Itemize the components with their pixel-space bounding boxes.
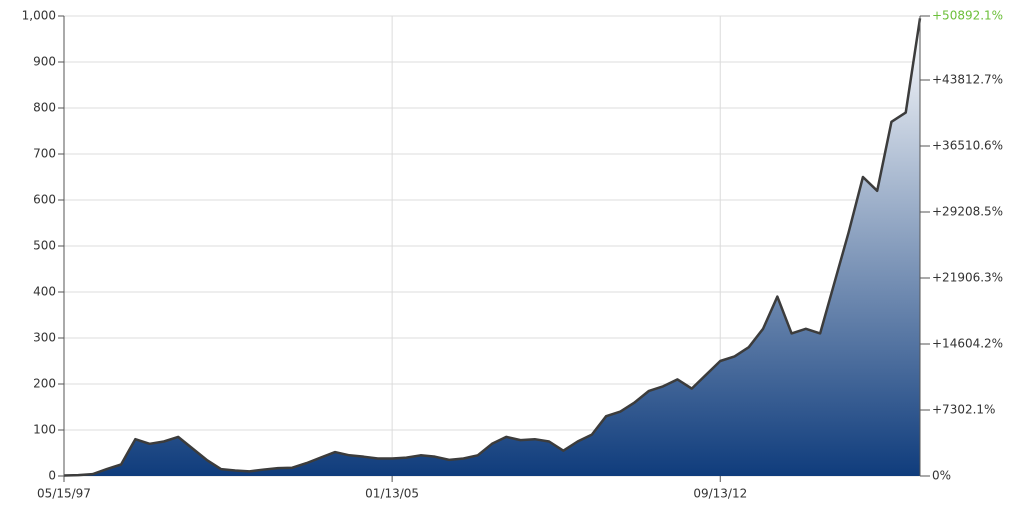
y-tick-label: 300 [33,331,56,345]
area [64,18,920,477]
y2-tick-label: +7302.1% [932,402,995,416]
y2-tick-label: +21906.3% [932,270,1003,284]
y-tick-label: 700 [33,147,56,161]
y-tick-label: 100 [33,423,56,437]
y-tick-label: 800 [33,101,56,115]
y2-tick-label: +36510.6% [932,138,1003,152]
line [63,18,922,477]
x-tick-label: 01/13/05 [365,487,419,501]
y2-tick-label: +43812.7% [932,72,1003,86]
y-tick-label: 900 [33,55,56,69]
y-tick-label: 400 [33,285,56,299]
y2-tick-label: 0% [932,469,951,483]
x-tick-label: 09/13/12 [693,487,747,501]
y2-tick-label: +29208.5% [932,204,1003,218]
y-tick-label: 500 [33,239,56,253]
y-tick-label: 0 [48,469,56,483]
y-tick-label: 1,000 [22,9,56,23]
y2-tick-label: +50892.1% [932,9,1003,23]
y2-tick-label: +14604.2% [932,336,1003,350]
x-tick-label: 05/15/97 [37,487,91,501]
y-tick-label: 600 [33,193,56,207]
y-tick-label: 200 [33,377,56,391]
